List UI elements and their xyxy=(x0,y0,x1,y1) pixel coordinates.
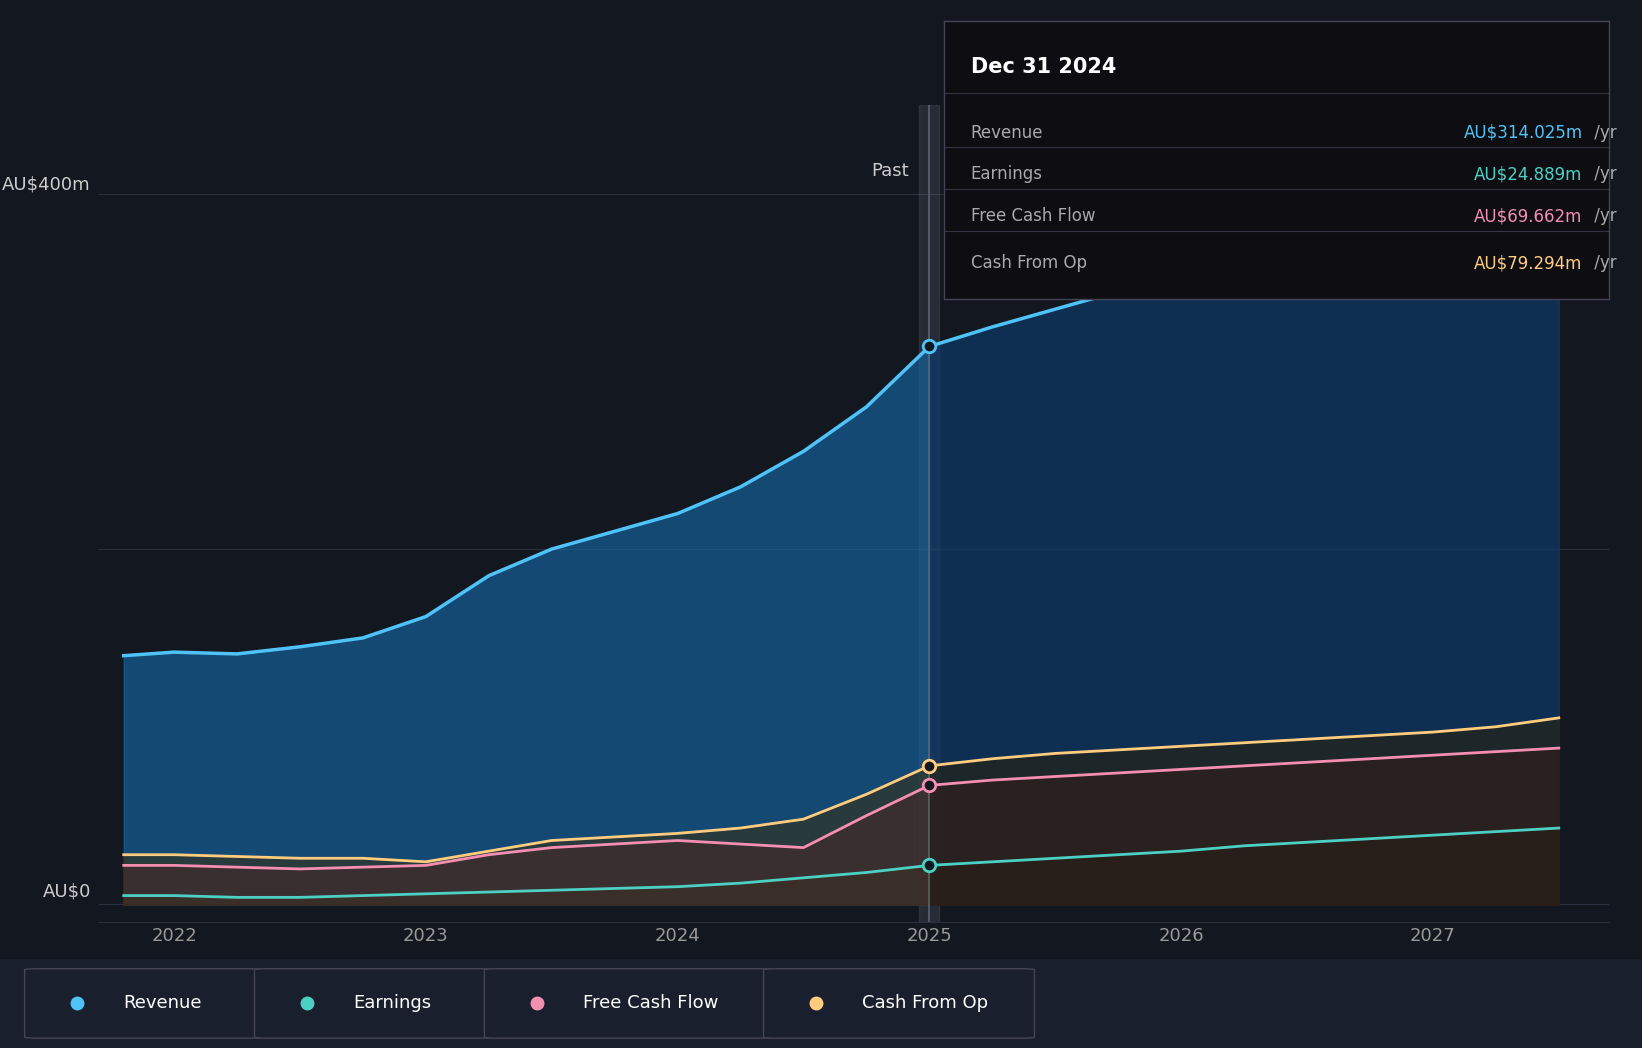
FancyBboxPatch shape xyxy=(484,968,772,1039)
Bar xyxy=(920,105,939,922)
Text: /yr: /yr xyxy=(1589,124,1617,141)
Text: Earnings: Earnings xyxy=(970,166,1043,183)
Text: Cash From Op: Cash From Op xyxy=(862,995,988,1012)
Text: AU$400m: AU$400m xyxy=(2,176,90,194)
Text: /yr: /yr xyxy=(1589,166,1617,183)
Text: Cash From Op: Cash From Op xyxy=(970,255,1087,272)
Text: Free Cash Flow: Free Cash Flow xyxy=(970,208,1095,225)
Text: /yr: /yr xyxy=(1589,208,1617,225)
FancyBboxPatch shape xyxy=(255,968,493,1039)
Text: Revenue: Revenue xyxy=(970,124,1043,141)
Text: AU$24.889m: AU$24.889m xyxy=(1475,166,1583,183)
Text: /yr: /yr xyxy=(1589,255,1617,272)
Text: AU$0: AU$0 xyxy=(43,882,90,901)
Text: Past: Past xyxy=(872,161,910,179)
Text: Analysts Forecasts: Analysts Forecasts xyxy=(959,161,1128,179)
Text: AU$79.294m: AU$79.294m xyxy=(1475,255,1583,272)
FancyBboxPatch shape xyxy=(25,968,263,1039)
Text: Free Cash Flow: Free Cash Flow xyxy=(583,995,718,1012)
Text: AU$69.662m: AU$69.662m xyxy=(1475,208,1583,225)
Text: AU$314.025m: AU$314.025m xyxy=(1463,124,1583,141)
Text: Revenue: Revenue xyxy=(123,995,202,1012)
Text: Dec 31 2024: Dec 31 2024 xyxy=(970,57,1117,78)
FancyBboxPatch shape xyxy=(764,968,1034,1039)
Text: Earnings: Earnings xyxy=(353,995,432,1012)
